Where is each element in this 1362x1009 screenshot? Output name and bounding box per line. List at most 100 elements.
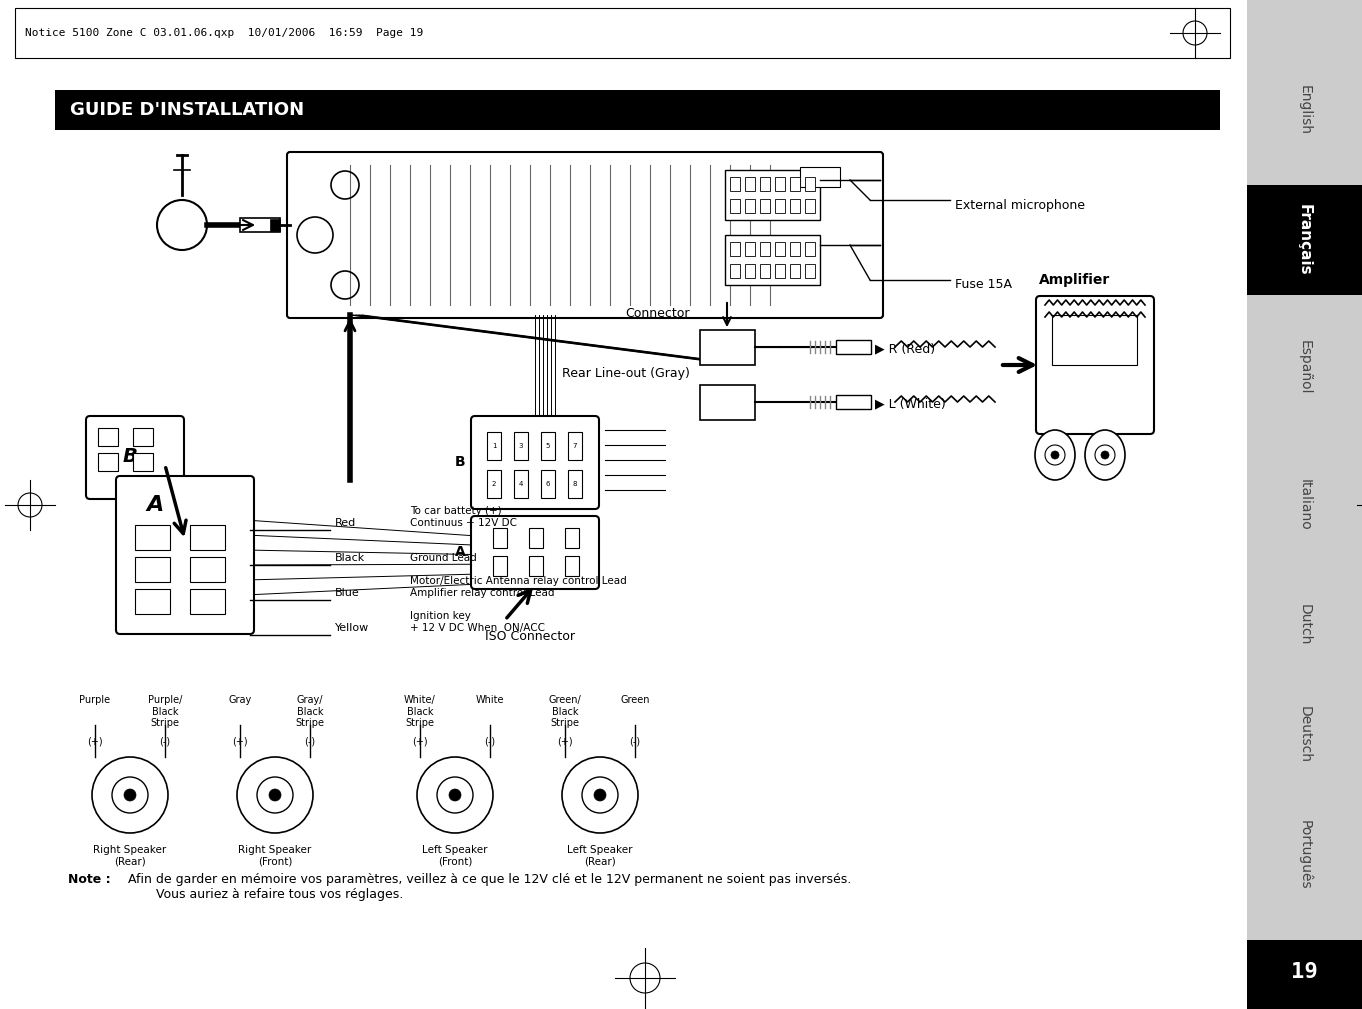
Bar (135, 525, 170, 550)
Text: 4: 4 (519, 481, 523, 487)
Bar (730, 177, 740, 191)
Bar (528, 556, 543, 576)
Text: GUIDE D'INSTALLATION: GUIDE D'INSTALLATION (69, 101, 304, 119)
Text: White/
Black
Stripe: White/ Black Stripe (405, 695, 436, 728)
Text: (-): (-) (305, 737, 316, 747)
Text: 8: 8 (573, 481, 577, 487)
Bar (541, 470, 554, 498)
Circle shape (124, 789, 136, 801)
Circle shape (594, 789, 606, 801)
Bar (1248, 185, 1362, 295)
Circle shape (417, 757, 493, 833)
Bar (700, 385, 755, 420)
Text: Motor/Electric Antenna relay control Lead
Amplifier relay control Lead: Motor/Electric Antenna relay control Lea… (410, 576, 627, 598)
Bar (730, 264, 740, 278)
Text: 1: 1 (492, 443, 496, 449)
Text: Español: Español (1298, 340, 1312, 395)
Text: A: A (455, 545, 466, 559)
Bar (730, 242, 740, 256)
Text: Yellow: Yellow (335, 623, 369, 633)
Bar (565, 528, 579, 548)
Circle shape (1100, 451, 1109, 459)
Bar (240, 218, 281, 232)
Bar (488, 432, 501, 460)
Text: Gray: Gray (229, 695, 252, 705)
Bar (775, 264, 785, 278)
Bar (568, 470, 582, 498)
Bar (133, 453, 153, 471)
Bar (805, 264, 814, 278)
Bar (1248, 0, 1362, 1009)
Bar (565, 556, 579, 576)
Ellipse shape (1035, 430, 1075, 480)
Bar (805, 177, 814, 191)
Circle shape (270, 789, 281, 801)
Text: 2: 2 (492, 481, 496, 487)
Text: Right Speaker
(Front): Right Speaker (Front) (238, 845, 312, 867)
Text: English: English (1298, 85, 1312, 135)
Bar (528, 528, 543, 548)
Bar (133, 428, 153, 446)
Text: Afin de garder en mémoire vos paramètres, veillez à ce que le 12V clé et le 12V : Afin de garder en mémoire vos paramètres… (120, 873, 851, 901)
Text: Amplifier: Amplifier (1039, 273, 1110, 287)
Bar (836, 340, 872, 354)
Text: Purple/
Black
Stripe: Purple/ Black Stripe (148, 695, 183, 728)
Bar (135, 589, 170, 614)
Bar (745, 242, 755, 256)
Bar (541, 432, 554, 460)
Bar (805, 199, 814, 213)
Text: Français: Français (1297, 204, 1312, 275)
Bar (191, 589, 225, 614)
Text: Notice 5100 Zone C 03.01.06.qxp  10/01/2006  16:59  Page 19: Notice 5100 Zone C 03.01.06.qxp 10/01/20… (25, 28, 424, 38)
Bar (725, 235, 820, 285)
Circle shape (112, 777, 148, 813)
Circle shape (1051, 451, 1060, 459)
Circle shape (257, 777, 293, 813)
Bar (98, 428, 118, 446)
Text: White: White (475, 695, 504, 705)
Text: Left Speaker
(Front): Left Speaker (Front) (422, 845, 488, 867)
Circle shape (237, 757, 313, 833)
Text: A: A (146, 495, 163, 515)
Circle shape (582, 777, 618, 813)
Bar (836, 395, 872, 409)
Text: (+): (+) (557, 737, 573, 747)
Circle shape (157, 200, 207, 250)
Bar (135, 557, 170, 582)
Circle shape (437, 777, 473, 813)
Text: Rear Line-out (Gray): Rear Line-out (Gray) (563, 367, 691, 380)
Text: ISO Connector: ISO Connector (485, 630, 575, 643)
Circle shape (93, 757, 168, 833)
Bar (1051, 315, 1137, 365)
Text: (-): (-) (629, 737, 640, 747)
Ellipse shape (1086, 430, 1125, 480)
Bar (191, 557, 225, 582)
Text: Fuse 15A: Fuse 15A (955, 278, 1012, 292)
Text: Gray/
Black
Stripe: Gray/ Black Stripe (296, 695, 324, 728)
Bar (790, 199, 799, 213)
Text: Deutsch: Deutsch (1298, 706, 1312, 764)
Text: ▶ R (Red): ▶ R (Red) (874, 342, 936, 355)
Bar (270, 219, 281, 231)
Text: 3: 3 (519, 443, 523, 449)
Text: Connector: Connector (625, 307, 691, 320)
FancyBboxPatch shape (86, 416, 184, 499)
Bar (725, 170, 820, 220)
Text: Black: Black (335, 553, 365, 563)
Text: Green: Green (620, 695, 650, 705)
Text: Purple: Purple (79, 695, 110, 705)
Bar (760, 199, 770, 213)
Bar (805, 242, 814, 256)
Bar (745, 199, 755, 213)
Bar (513, 432, 528, 460)
Bar (790, 264, 799, 278)
Text: Green/
Black
Stripe: Green/ Black Stripe (549, 695, 582, 728)
FancyBboxPatch shape (471, 416, 599, 509)
Text: Ignition key
+ 12 V DC When  ON/ACC: Ignition key + 12 V DC When ON/ACC (410, 611, 545, 633)
Bar (775, 242, 785, 256)
Bar (1248, 940, 1362, 1009)
Bar (568, 432, 582, 460)
Text: Ground Lead: Ground Lead (410, 553, 477, 563)
Text: 5: 5 (546, 443, 550, 449)
Bar (790, 177, 799, 191)
